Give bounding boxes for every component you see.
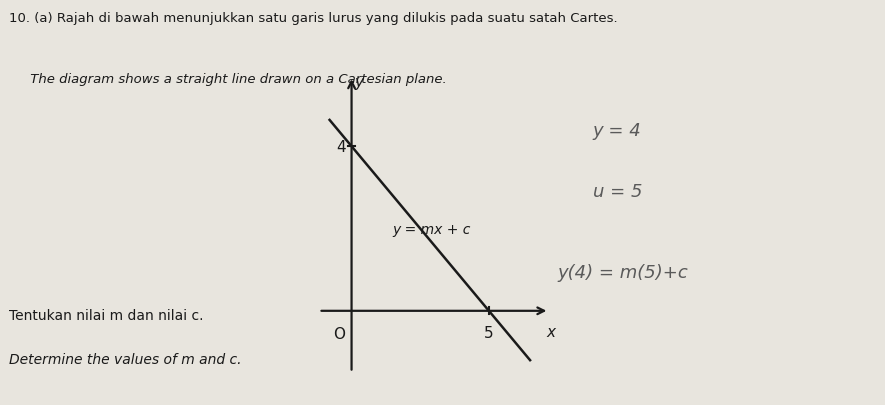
Text: y: y bbox=[355, 75, 364, 90]
Text: u = 5: u = 5 bbox=[593, 182, 643, 200]
Text: y(4) = m(5)+c: y(4) = m(5)+c bbox=[558, 263, 689, 281]
Text: 5: 5 bbox=[484, 325, 494, 340]
Text: The diagram shows a straight line drawn on a Cartesian plane.: The diagram shows a straight line drawn … bbox=[9, 73, 447, 86]
Text: x: x bbox=[546, 324, 555, 339]
Text: Determine the values of m and c.: Determine the values of m and c. bbox=[9, 352, 242, 366]
Text: 10. (a) Rajah di bawah menunjukkan satu garis lurus yang dilukis pada suatu sata: 10. (a) Rajah di bawah menunjukkan satu … bbox=[9, 12, 618, 25]
Text: y = mx + c: y = mx + c bbox=[393, 222, 471, 236]
Text: 4: 4 bbox=[336, 139, 345, 154]
Text: Tentukan nilai m dan nilai c.: Tentukan nilai m dan nilai c. bbox=[9, 308, 204, 322]
Text: y = 4: y = 4 bbox=[593, 122, 642, 139]
Text: O: O bbox=[334, 327, 345, 341]
